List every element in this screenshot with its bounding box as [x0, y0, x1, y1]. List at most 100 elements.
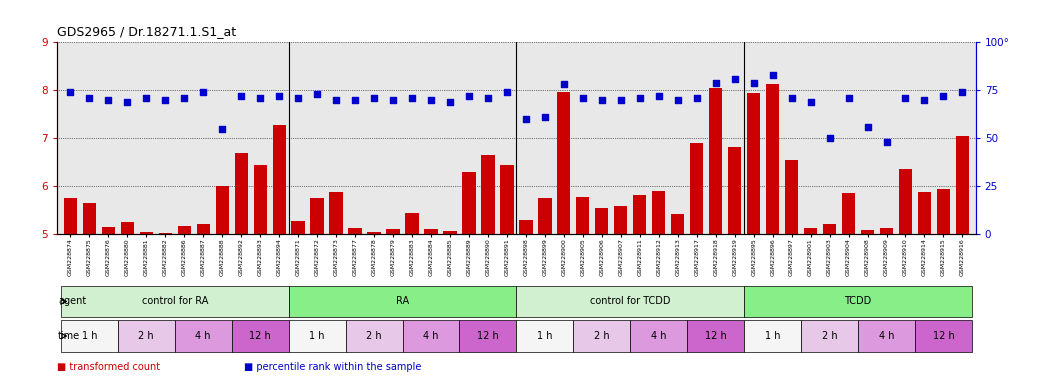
- Point: [897, 95, 913, 101]
- Bar: [140, 232, 153, 234]
- Point: [537, 114, 553, 120]
- Point: [821, 135, 838, 141]
- Point: [574, 95, 591, 101]
- Text: 12 h: 12 h: [932, 331, 954, 341]
- Point: [347, 97, 363, 103]
- Text: TCDD: TCDD: [845, 296, 872, 306]
- Bar: [899, 169, 912, 234]
- Point: [935, 93, 952, 99]
- Bar: [823, 223, 837, 234]
- Bar: [329, 192, 343, 234]
- Point: [195, 89, 212, 95]
- Bar: [118, 320, 174, 352]
- Text: 2 h: 2 h: [822, 331, 838, 341]
- Bar: [83, 203, 95, 234]
- Point: [100, 97, 116, 103]
- Point: [784, 95, 800, 101]
- Bar: [880, 228, 893, 234]
- Text: 1 h: 1 h: [765, 331, 781, 341]
- Point: [688, 95, 705, 101]
- Point: [555, 81, 572, 88]
- Bar: [235, 152, 248, 234]
- Bar: [386, 230, 400, 234]
- Bar: [403, 320, 460, 352]
- Point: [176, 95, 193, 101]
- Bar: [744, 286, 972, 317]
- Text: time: time: [58, 331, 80, 341]
- Bar: [801, 320, 858, 352]
- Bar: [120, 222, 134, 234]
- Bar: [842, 194, 855, 234]
- Bar: [573, 320, 630, 352]
- Point: [404, 95, 420, 101]
- Bar: [61, 320, 118, 352]
- Text: 4 h: 4 h: [879, 331, 895, 341]
- Bar: [289, 320, 346, 352]
- Bar: [289, 286, 516, 317]
- Point: [764, 72, 781, 78]
- Point: [252, 95, 269, 101]
- Point: [233, 93, 249, 99]
- Bar: [425, 230, 438, 234]
- Bar: [956, 136, 969, 234]
- Point: [365, 95, 382, 101]
- Bar: [516, 320, 573, 352]
- Text: control for RA: control for RA: [141, 296, 208, 306]
- Text: RA: RA: [395, 296, 409, 306]
- Bar: [462, 172, 475, 234]
- Bar: [747, 93, 760, 234]
- Bar: [633, 195, 647, 234]
- Bar: [406, 213, 418, 234]
- Point: [480, 95, 496, 101]
- Bar: [918, 192, 931, 234]
- Bar: [443, 231, 457, 234]
- Bar: [914, 320, 972, 352]
- Text: 4 h: 4 h: [195, 331, 211, 341]
- Text: 12 h: 12 h: [477, 331, 499, 341]
- Bar: [858, 320, 914, 352]
- Bar: [690, 143, 704, 234]
- Point: [727, 76, 743, 82]
- Bar: [785, 160, 798, 234]
- Bar: [216, 186, 228, 234]
- Bar: [519, 220, 532, 234]
- Text: 4 h: 4 h: [424, 331, 439, 341]
- Point: [651, 93, 667, 99]
- Point: [498, 89, 515, 95]
- Bar: [937, 189, 950, 234]
- Point: [594, 97, 610, 103]
- Point: [954, 89, 971, 95]
- Text: 2 h: 2 h: [366, 331, 382, 341]
- Text: 4 h: 4 h: [651, 331, 666, 341]
- Bar: [273, 125, 285, 234]
- Bar: [231, 320, 289, 352]
- Text: ■ transformed count: ■ transformed count: [57, 362, 160, 372]
- Bar: [482, 155, 494, 234]
- Point: [612, 97, 629, 103]
- Point: [422, 97, 439, 103]
- Text: 1 h: 1 h: [309, 331, 325, 341]
- Point: [442, 99, 459, 105]
- Text: 1 h: 1 h: [537, 331, 552, 341]
- Bar: [196, 223, 210, 234]
- Bar: [766, 84, 780, 234]
- Text: ■ percentile rank within the sample: ■ percentile rank within the sample: [244, 362, 421, 372]
- Point: [328, 97, 345, 103]
- Bar: [576, 197, 590, 234]
- Point: [290, 95, 306, 101]
- Bar: [630, 320, 687, 352]
- Text: 2 h: 2 h: [138, 331, 154, 341]
- Bar: [61, 286, 289, 317]
- Text: agent: agent: [58, 296, 86, 306]
- Bar: [614, 207, 627, 234]
- Bar: [367, 232, 381, 234]
- Bar: [63, 198, 77, 234]
- Point: [271, 93, 288, 99]
- Text: 12 h: 12 h: [705, 331, 727, 341]
- Point: [707, 79, 723, 86]
- Bar: [595, 208, 608, 234]
- Bar: [861, 230, 874, 234]
- Bar: [672, 214, 684, 234]
- Bar: [460, 320, 516, 352]
- Bar: [728, 147, 741, 234]
